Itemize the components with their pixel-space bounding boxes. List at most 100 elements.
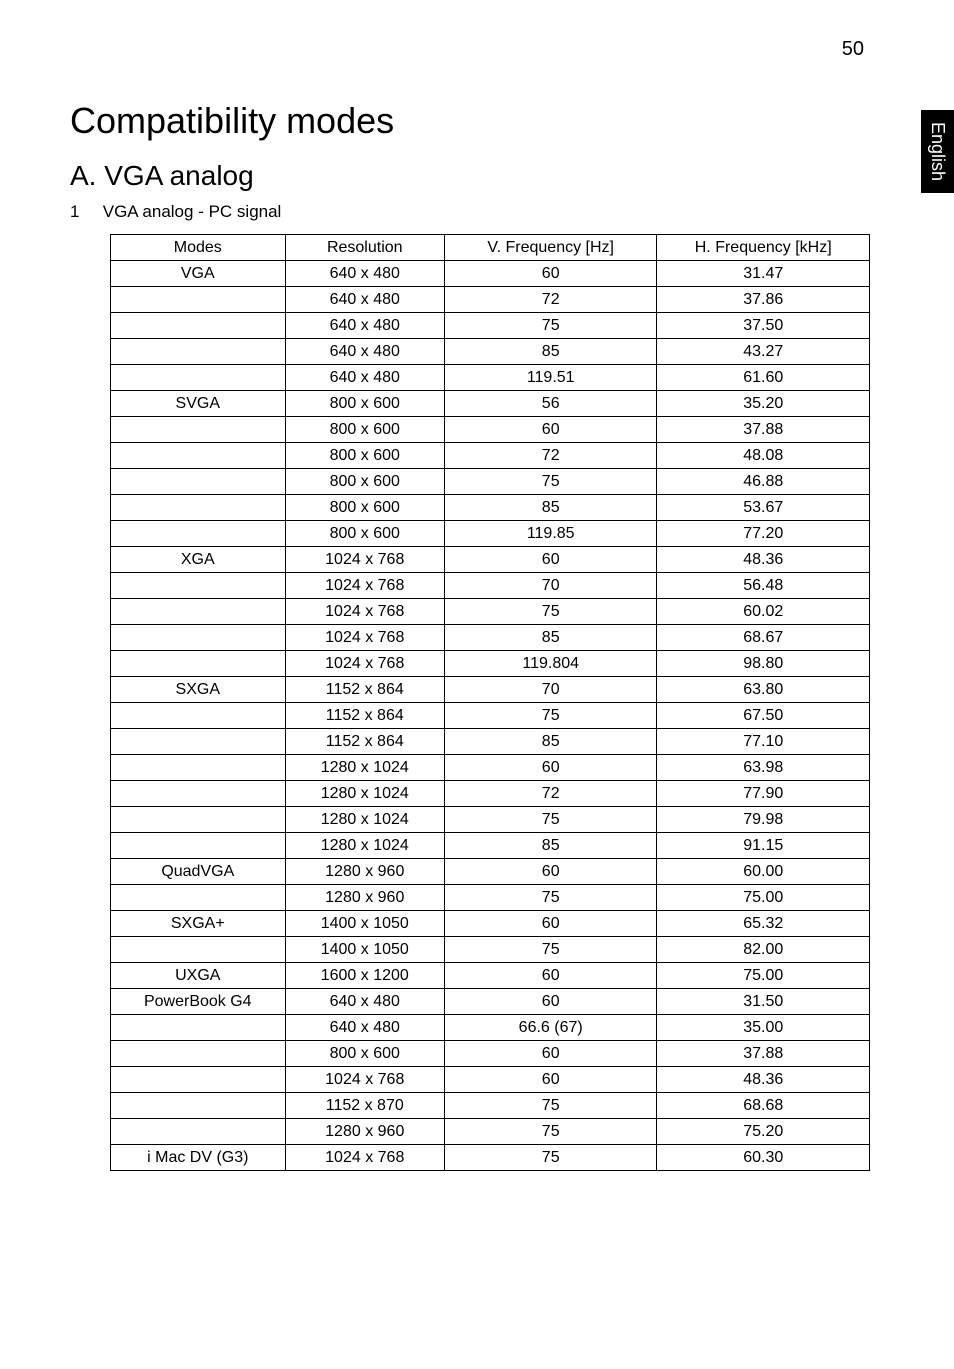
table-cell: 60 (444, 963, 657, 989)
table-cell (111, 651, 286, 677)
table-row: 1152 x 8647567.50 (111, 703, 870, 729)
list-text: VGA analog - PC signal (103, 202, 282, 221)
table-cell: 65.32 (657, 911, 870, 937)
table-cell: 75 (444, 1119, 657, 1145)
table-row: 800 x 6006037.88 (111, 1041, 870, 1067)
table-cell: 53.67 (657, 495, 870, 521)
table-cell (111, 807, 286, 833)
table-row: 640 x 480119.5161.60 (111, 365, 870, 391)
table-cell (111, 885, 286, 911)
table-cell: PowerBook G4 (111, 989, 286, 1015)
section-title: A. VGA analog (70, 160, 864, 192)
table-cell: 75 (444, 703, 657, 729)
table-cell: 67.50 (657, 703, 870, 729)
table-cell: 1280 x 1024 (285, 833, 444, 859)
table-row: 640 x 4807237.86 (111, 287, 870, 313)
table-cell: SVGA (111, 391, 286, 417)
table-cell: 60 (444, 417, 657, 443)
table-cell: 800 x 600 (285, 443, 444, 469)
table-cell (111, 755, 286, 781)
table-header: Resolution (285, 235, 444, 261)
table-cell (111, 625, 286, 651)
table-row: 1280 x 9607575.20 (111, 1119, 870, 1145)
table-cell: 119.804 (444, 651, 657, 677)
table-row: PowerBook G4640 x 4806031.50 (111, 989, 870, 1015)
table-cell: 37.88 (657, 417, 870, 443)
table-cell: 37.88 (657, 1041, 870, 1067)
table-header: H. Frequency [kHz] (657, 235, 870, 261)
table-cell (111, 365, 286, 391)
table-cell: 1024 x 768 (285, 1145, 444, 1171)
table-row: UXGA1600 x 12006075.00 (111, 963, 870, 989)
table-row: 800 x 6007248.08 (111, 443, 870, 469)
table-row: 1280 x 9607575.00 (111, 885, 870, 911)
table-cell: 1024 x 768 (285, 573, 444, 599)
table-cell: 85 (444, 339, 657, 365)
table-row: 640 x 4807537.50 (111, 313, 870, 339)
table-cell: 68.67 (657, 625, 870, 651)
table-cell (111, 521, 286, 547)
table-cell: SXGA (111, 677, 286, 703)
table-cell: 35.20 (657, 391, 870, 417)
table-cell: 1024 x 768 (285, 625, 444, 651)
table-cell: 119.51 (444, 365, 657, 391)
table-row: 1280 x 10247277.90 (111, 781, 870, 807)
table-cell: 60 (444, 261, 657, 287)
table-cell: 1152 x 870 (285, 1093, 444, 1119)
page-number: 50 (842, 38, 864, 61)
table-cell: 119.85 (444, 521, 657, 547)
table-cell (111, 573, 286, 599)
table-cell: 75.00 (657, 885, 870, 911)
table-cell (111, 937, 286, 963)
table-cell: 1152 x 864 (285, 703, 444, 729)
table-cell: 640 x 480 (285, 287, 444, 313)
table-cell: 1280 x 960 (285, 885, 444, 911)
table-cell: 640 x 480 (285, 989, 444, 1015)
table-row: VGA640 x 4806031.47 (111, 261, 870, 287)
table-row: 640 x 4808543.27 (111, 339, 870, 365)
table-cell: 1024 x 768 (285, 1067, 444, 1093)
table-cell: 640 x 480 (285, 365, 444, 391)
table-header: V. Frequency [Hz] (444, 235, 657, 261)
table-header-row: Modes Resolution V. Frequency [Hz] H. Fr… (111, 235, 870, 261)
list-item-label: 1 VGA analog - PC signal (70, 202, 864, 222)
table-cell: 77.20 (657, 521, 870, 547)
table-cell: 1280 x 1024 (285, 755, 444, 781)
table-cell: 77.90 (657, 781, 870, 807)
table-cell: 75 (444, 807, 657, 833)
table-cell: 800 x 600 (285, 417, 444, 443)
table-cell: 60 (444, 755, 657, 781)
table-cell: 640 x 480 (285, 1015, 444, 1041)
table-cell: 46.88 (657, 469, 870, 495)
table-cell: 48.08 (657, 443, 870, 469)
table-row: 800 x 6008553.67 (111, 495, 870, 521)
table-row: SXGA+1400 x 10506065.32 (111, 911, 870, 937)
table-cell: 1280 x 1024 (285, 807, 444, 833)
table-cell: 70 (444, 573, 657, 599)
table-cell: 640 x 480 (285, 261, 444, 287)
table-cell: i Mac DV (G3) (111, 1145, 286, 1171)
table-cell: 75.00 (657, 963, 870, 989)
table-cell (111, 833, 286, 859)
table-cell: 75 (444, 313, 657, 339)
table-cell: 77.10 (657, 729, 870, 755)
table-row: 1024 x 7687560.02 (111, 599, 870, 625)
table-cell: 85 (444, 729, 657, 755)
table-row: 1152 x 8648577.10 (111, 729, 870, 755)
table-cell: 60 (444, 989, 657, 1015)
table-row: 1280 x 10247579.98 (111, 807, 870, 833)
table-cell: 85 (444, 833, 657, 859)
table-cell: XGA (111, 547, 286, 573)
compatibility-table: Modes Resolution V. Frequency [Hz] H. Fr… (110, 234, 870, 1171)
table-cell: 75 (444, 1093, 657, 1119)
table-cell (111, 1015, 286, 1041)
table-cell: 800 x 600 (285, 1041, 444, 1067)
table-cell (111, 1119, 286, 1145)
table-cell: 61.60 (657, 365, 870, 391)
table-cell: 1280 x 1024 (285, 781, 444, 807)
table-cell (111, 729, 286, 755)
table-cell: 75.20 (657, 1119, 870, 1145)
table-cell: 82.00 (657, 937, 870, 963)
table-cell: 72 (444, 781, 657, 807)
table-cell: 72 (444, 287, 657, 313)
